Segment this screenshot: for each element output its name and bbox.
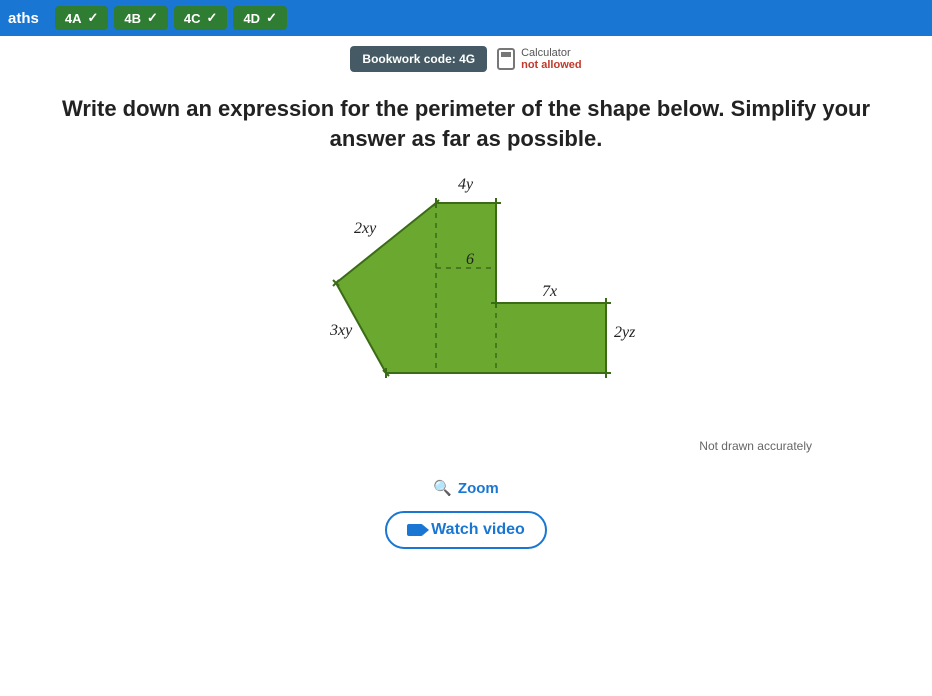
- check-icon: ✓: [87, 10, 98, 26]
- label-right: 2yz: [614, 324, 635, 342]
- label-lower-left: 3xy: [330, 322, 352, 340]
- tab-4b[interactable]: 4B ✓: [114, 6, 168, 30]
- perimeter-figure: 4y 2xy 6 7x 2yz 3xy: [266, 173, 666, 433]
- accuracy-note: Not drawn accurately: [0, 439, 932, 461]
- tab-label: 4C: [184, 11, 201, 26]
- question-text: Write down an expression for the perimet…: [0, 76, 932, 163]
- meta-row: Bookwork code: 4G Calculator not allowed: [0, 36, 932, 76]
- magnifier-icon: 🔍: [433, 479, 452, 497]
- check-icon: ✓: [207, 10, 218, 26]
- label-mid-right: 7x: [542, 283, 557, 301]
- tab-label: 4A: [65, 11, 82, 26]
- calculator-icon: [497, 48, 515, 70]
- label-upper-left: 2xy: [354, 220, 376, 238]
- bookwork-code-pill: Bookwork code: 4G: [350, 46, 487, 72]
- tab-4a[interactable]: 4A ✓: [55, 6, 109, 30]
- top-bar: aths 4A ✓ 4B ✓ 4C ✓ 4D ✓: [0, 0, 932, 36]
- shape-polygon: [336, 203, 606, 373]
- question-line2: answer as far as possible.: [40, 124, 892, 154]
- watch-label: Watch video: [431, 521, 525, 539]
- check-icon: ✓: [147, 10, 158, 26]
- zoom-button[interactable]: 🔍 Zoom: [433, 479, 499, 497]
- figure-svg: [266, 173, 666, 433]
- check-icon: ✓: [266, 10, 277, 26]
- tab-label: 4D: [243, 11, 260, 26]
- branding-text: aths: [8, 10, 49, 27]
- zoom-label: Zoom: [458, 480, 499, 497]
- tab-label: 4B: [124, 11, 141, 26]
- calculator-status: Calculator not allowed: [497, 47, 582, 71]
- tab-4c[interactable]: 4C ✓: [174, 6, 228, 30]
- label-top: 4y: [458, 176, 473, 194]
- watch-video-button[interactable]: Watch video: [385, 511, 547, 549]
- calc-line1: Calculator: [521, 47, 571, 59]
- calc-line2: not allowed: [521, 59, 582, 71]
- tab-4d[interactable]: 4D ✓: [233, 6, 287, 30]
- page-root: aths 4A ✓ 4B ✓ 4C ✓ 4D ✓ Bookwork code: …: [0, 0, 932, 696]
- actions: 🔍 Zoom Watch video: [0, 461, 932, 549]
- question-line1: Write down an expression for the perimet…: [40, 94, 892, 124]
- calculator-text: Calculator not allowed: [521, 47, 582, 71]
- label-mid-six: 6: [466, 251, 474, 269]
- video-icon: [407, 524, 423, 536]
